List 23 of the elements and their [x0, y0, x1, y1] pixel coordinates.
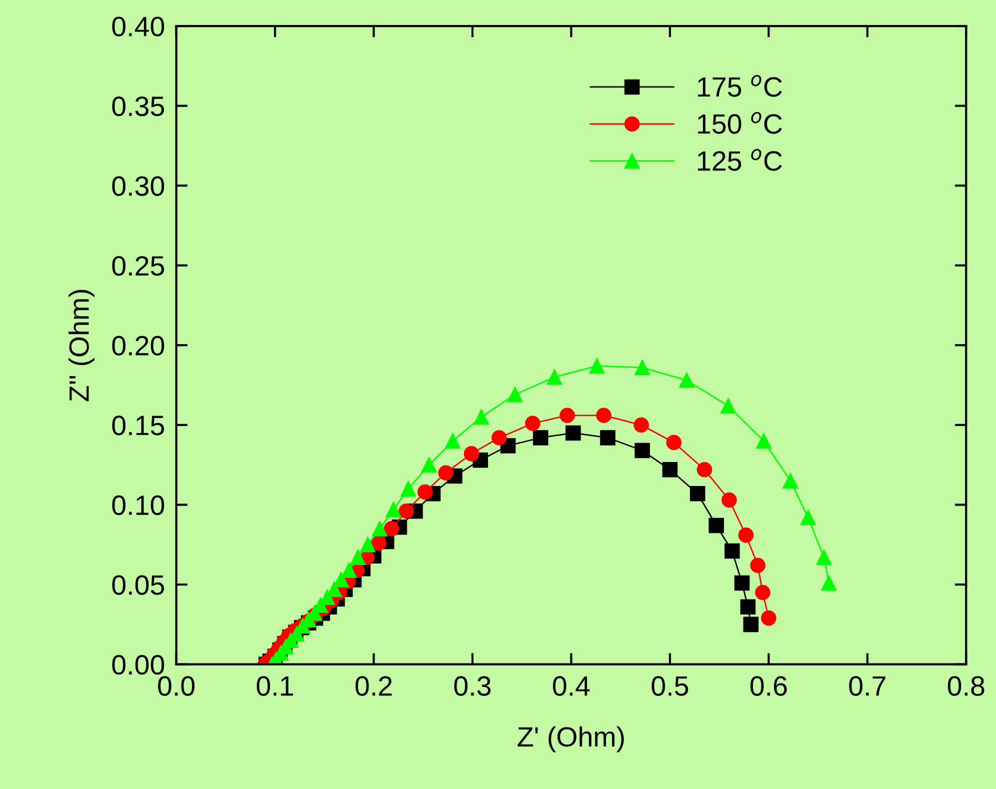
x-axis-title: Z' (Ohm): [518, 726, 624, 752]
legend-label: 125 $^{o}$C: [698, 149, 782, 171]
y-tick-label: 0.35: [112, 96, 164, 116]
x-tick-label: 0.6: [750, 676, 787, 696]
y-tick-label: 0.25: [112, 256, 164, 276]
y-tick-label: 0.00: [112, 655, 164, 675]
x-tick-label: 0.8: [948, 676, 984, 696]
y-tick-label: 0.20: [112, 336, 164, 356]
x-tick-label: 0.4: [552, 676, 590, 696]
legend-label: 175 $^{o}$C: [698, 75, 782, 97]
x-tick-label: 0.0: [158, 676, 195, 696]
y-tick-label: 0.40: [112, 16, 164, 36]
y-tick-label: 0.10: [112, 495, 164, 516]
x-tick-label: 0.1: [256, 676, 293, 696]
y-tick-label: 0.05: [112, 575, 164, 595]
legend-label: 150 $^{o}$C: [698, 112, 782, 134]
y-tick-label: 0.30: [112, 176, 164, 196]
y-tick-label: 0.15: [112, 416, 164, 436]
y-axis-title: Z'' (Ohm): [68, 290, 94, 402]
x-tick-label: 0.5: [652, 676, 688, 696]
x-tick-label: 0.3: [454, 676, 491, 696]
x-tick-label: 0.2: [356, 676, 392, 696]
x-tick-label: 0.7: [849, 676, 886, 696]
